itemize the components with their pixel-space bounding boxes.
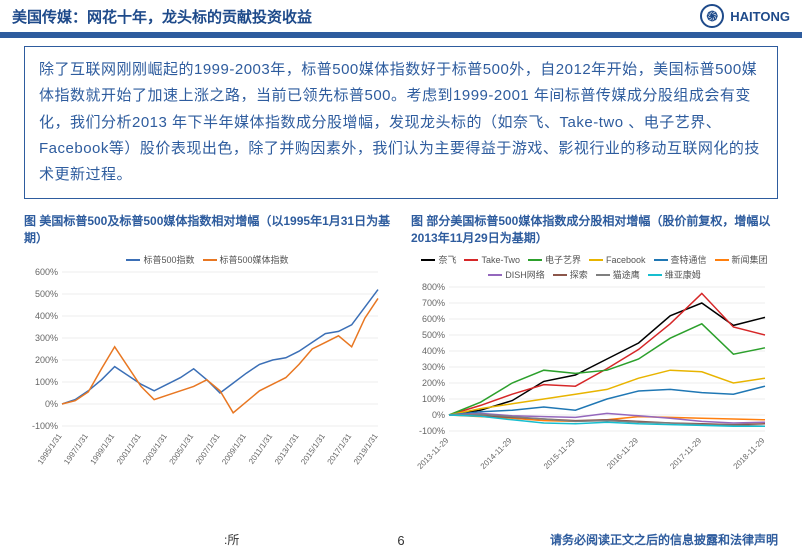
legend-swatch [421,259,435,261]
logo-icon: ֍ [700,4,724,28]
svg-text:2013/1/31: 2013/1/31 [273,432,301,467]
legend-item: Facebook [589,253,646,266]
svg-text:2011/1/31: 2011/1/31 [247,432,275,466]
legend-swatch [528,259,542,261]
svg-text:2005/1/31: 2005/1/31 [168,432,196,467]
legend-label: 电子艺界 [545,253,581,266]
svg-text:2016-11-29: 2016-11-29 [605,436,640,471]
brand-logo: ֍ HAITONG [700,4,790,28]
legend-swatch [648,274,662,276]
chart1-svg: -100% 0% 100% 200% 300% 400% 500% 600% 1995/1/31… [24,268,384,468]
svg-text:600%: 600% [422,314,445,324]
svg-text:400%: 400% [35,311,58,321]
page-title: 美国传媒：网花十年，龙头标的贡献投资收益 [12,6,312,27]
body-paragraph: 除了互联网刚刚崛起的1999-2003年，标普500媒体指数好于标普500外，自… [24,46,778,199]
legend-swatch [596,274,610,276]
svg-text:2014-11-29: 2014-11-29 [479,436,514,471]
legend-item: 探索 [553,268,588,281]
svg-text:2001/1/31: 2001/1/31 [115,432,143,467]
svg-text:-100%: -100% [419,426,445,436]
svg-text:400%: 400% [422,346,445,356]
footer-disclaimer: 请务必阅读正文之后的信息披露和法律声明 [550,531,778,548]
svg-text:0%: 0% [45,399,58,409]
legend-item: 标普500媒体指数 [203,253,289,266]
legend-item: 标普500指数 [126,253,194,266]
svg-text:200%: 200% [35,355,58,365]
legend-item: Take-Two [464,253,520,266]
svg-text:1995/1/31: 1995/1/31 [36,432,64,467]
legend-swatch [654,259,668,261]
legend-label: 查特通信 [671,253,707,266]
svg-text:2018-11-29: 2018-11-29 [732,436,767,471]
legend-swatch [553,274,567,276]
content-area: 除了互联网刚刚崛起的1999-2003年，标普500媒体指数好于标普500外，自… [0,38,802,503]
svg-text:2007/1/31: 2007/1/31 [194,432,222,467]
chart1-title: 图 美国标普500及标普500媒体指数相对增幅（以1995年1月31日为基期） [24,213,391,247]
svg-text:2017/1/31: 2017/1/31 [326,432,354,467]
svg-text:2013-11-29: 2013-11-29 [416,436,451,471]
legend-label: Facebook [606,255,646,265]
svg-text:2015-11-29: 2015-11-29 [542,436,577,471]
legend-label: Take-Two [481,255,520,265]
legend-label: 维亚康姆 [665,268,701,281]
legend-label: 猫途鹰 [613,268,640,281]
legend-swatch [126,259,140,261]
svg-text:2003/1/31: 2003/1/31 [141,432,169,467]
svg-text:100%: 100% [422,394,445,404]
chart2-title: 图 部分美国标普500媒体指数成分股相对增幅（股价前复权，增幅以2013年11月… [411,213,778,247]
legend-swatch [488,274,502,276]
legend-item: 新闻集团 [715,253,768,266]
legend-label: 新闻集团 [732,253,768,266]
svg-text:800%: 800% [422,283,445,292]
legend-label: DISH网络 [505,268,545,281]
charts-row: 图 美国标普500及标普500媒体指数相对增幅（以1995年1月31日为基期） … [24,213,778,503]
svg-text:0%: 0% [432,410,445,420]
svg-text:-100%: -100% [32,421,58,431]
svg-text:2015/1/31: 2015/1/31 [299,432,327,467]
svg-text:300%: 300% [35,333,58,343]
legend-swatch [203,259,217,261]
footer-source: :所 [224,531,239,548]
legend-swatch [589,259,603,261]
legend-swatch [715,259,729,261]
svg-text:1997/1/31: 1997/1/31 [62,432,90,467]
svg-text:1999/1/31: 1999/1/31 [89,432,117,467]
svg-text:500%: 500% [35,289,58,299]
legend-swatch [464,259,478,261]
svg-text:200%: 200% [422,378,445,388]
legend-item: 查特通信 [654,253,707,266]
legend-item: 电子艺界 [528,253,581,266]
legend-label: 奈飞 [438,253,456,266]
legend-label: 标普500媒体指数 [220,253,289,266]
chart2-legend: 奈飞 Take-Two 电子艺界 Facebook 查特通信 新闻集团 DISH网络 探索 猫途… [411,253,778,281]
svg-text:700%: 700% [422,298,445,308]
svg-text:2019/1/31: 2019/1/31 [352,432,380,467]
legend-item: 维亚康姆 [648,268,701,281]
legend-item: DISH网络 [488,268,545,281]
page-header: 美国传媒：网花十年，龙头标的贡献投资收益 ֍ HAITONG [0,0,802,32]
legend-item: 奈飞 [421,253,456,266]
svg-text:600%: 600% [35,268,58,277]
svg-text:300%: 300% [422,362,445,372]
svg-text:500%: 500% [422,330,445,340]
legend-label: 标普500指数 [143,253,194,266]
legend-item: 猫途鹰 [596,268,640,281]
legend-label: 探索 [570,268,588,281]
page-footer: :所 请务必阅读正文之后的信息披露和法律声明 [0,531,802,548]
svg-text:2017-11-29: 2017-11-29 [668,436,703,471]
chart2-svg: -100% 0% 100% 200% 300% 400% 500% 600% 700% 800% 2… [411,283,771,473]
chart-right: 图 部分美国标普500媒体指数成分股相对增幅（股价前复权，增幅以2013年11月… [411,213,778,503]
chart-left: 图 美国标普500及标普500媒体指数相对增幅（以1995年1月31日为基期） … [24,213,391,503]
chart1-legend: 标普500指数 标普500媒体指数 [24,253,391,266]
svg-text:100%: 100% [35,377,58,387]
brand-text: HAITONG [730,9,790,24]
svg-text:2009/1/31: 2009/1/31 [220,432,248,467]
